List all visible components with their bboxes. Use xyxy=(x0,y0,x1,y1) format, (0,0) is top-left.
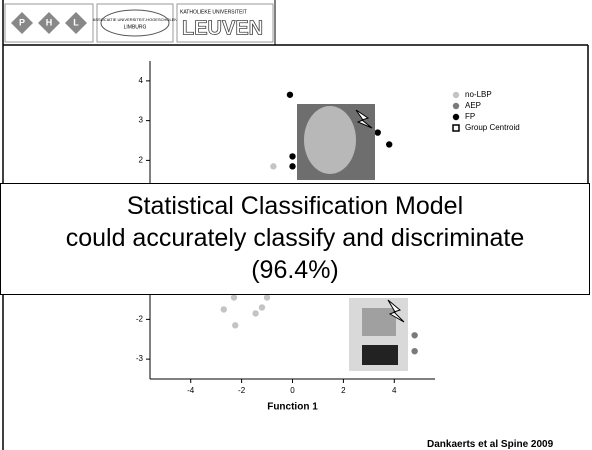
point xyxy=(289,153,295,159)
photo-front xyxy=(349,298,408,371)
legend-marker xyxy=(453,125,459,131)
logo-text: ASSOCIATIE UNIVERSITEIT-HOGESCHOLEN xyxy=(93,17,178,22)
x-tick-label: 2 xyxy=(341,386,346,395)
logo-phl: P H L xyxy=(5,4,93,42)
logo-leuven: KATHOLIEKE UNIVERSITEIT LEUVEN xyxy=(177,4,273,42)
point xyxy=(221,306,227,312)
point xyxy=(264,294,270,300)
y-tick-label: 4 xyxy=(139,76,144,85)
y-tick-label: 3 xyxy=(139,116,144,125)
y-tick-label: -2 xyxy=(136,314,144,323)
x-tick-label: -4 xyxy=(187,386,195,395)
y-tick-label: -3 xyxy=(136,354,144,363)
legend-marker xyxy=(453,114,459,120)
point xyxy=(411,332,417,338)
point xyxy=(375,129,381,135)
logo-text: LEUVEN xyxy=(182,17,263,39)
logo-text: H xyxy=(46,17,53,27)
x-tick-label: 4 xyxy=(392,386,397,395)
logo-text: LIMBURG xyxy=(124,24,147,30)
photo-back xyxy=(297,104,375,180)
banner-line: Statistical Classification Model xyxy=(1,190,589,222)
point xyxy=(252,310,258,316)
point xyxy=(289,163,295,169)
citation: Dankaerts et al Spine 2009 xyxy=(427,439,553,450)
logo-text: P xyxy=(19,17,25,27)
legend-label: Group Centroid xyxy=(465,123,520,132)
x-tick-label: -2 xyxy=(238,386,246,395)
point xyxy=(287,92,293,98)
slide: P H L ASSOCIATIE UNIVERSITEIT-HOGESCHOLE… xyxy=(0,0,592,450)
legend-label: AEP xyxy=(465,101,481,110)
legend-label: FP xyxy=(465,112,475,121)
point xyxy=(232,322,238,328)
logo-text: L xyxy=(73,17,79,27)
point xyxy=(411,348,417,354)
legend-marker xyxy=(453,92,459,98)
point xyxy=(259,304,265,310)
point xyxy=(231,294,237,300)
point xyxy=(386,141,392,147)
y-tick-label: 2 xyxy=(139,155,144,164)
point xyxy=(270,163,276,169)
x-tick-label: 0 xyxy=(290,386,295,395)
x-axis-label: Function 1 xyxy=(267,402,318,413)
banner-line: (96.4%) xyxy=(1,254,589,286)
logo-associatie: ASSOCIATIE UNIVERSITEIT-HOGESCHOLEN LIMB… xyxy=(93,4,178,42)
banner-line: could accurately classify and discrimina… xyxy=(1,222,589,254)
legend-marker xyxy=(453,103,459,109)
banner: Statistical Classification Model could a… xyxy=(0,183,590,295)
legend-label: no-LBP xyxy=(465,90,492,99)
logo-text: KATHOLIEKE UNIVERSITEIT xyxy=(180,9,247,15)
